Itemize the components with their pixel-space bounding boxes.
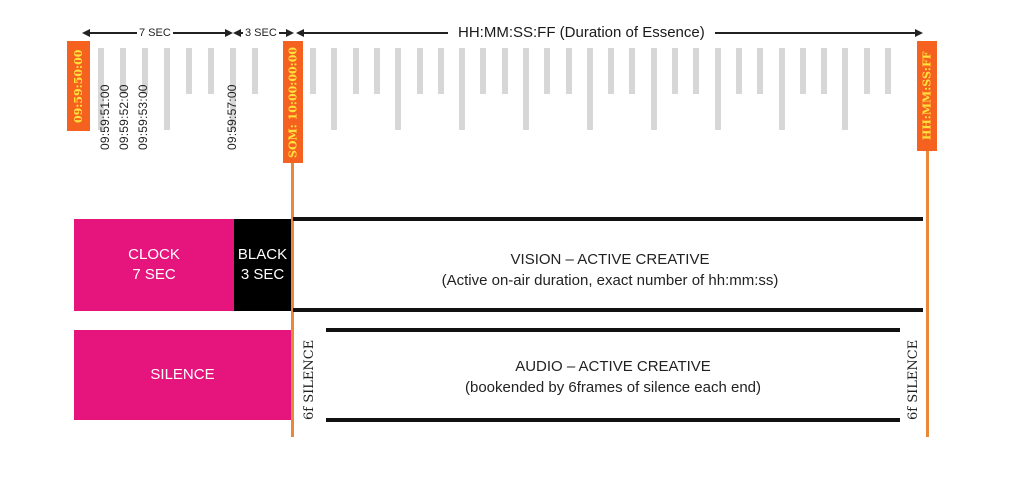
timecode-label: 09:59:57:00 [225, 84, 239, 150]
tick-mark [800, 48, 806, 94]
timecode-label: 09:59:51:00 [98, 84, 112, 150]
tick-mark [208, 48, 214, 94]
tick-mark [885, 48, 891, 94]
vision-bottom-bar [293, 308, 923, 312]
seven-sec-label: 7 SEC [137, 27, 173, 39]
silence-right-label: 6f SILENCE [906, 339, 921, 420]
silence-block: SILENCE [74, 330, 291, 420]
timecode-label: 09:59:52:00 [117, 84, 131, 150]
tick-mark [310, 48, 316, 94]
duration-label: HH:MM:SS:FF (Duration of Essence) [448, 25, 715, 41]
tick-mark [608, 48, 614, 94]
tick-mark [353, 48, 359, 94]
tick-mark [331, 48, 337, 130]
tick-mark [715, 48, 721, 130]
tick-mark [438, 48, 444, 94]
tick-mark [566, 48, 572, 94]
vision-text: VISION – ACTIVE CREATIVE (Active on-air … [300, 249, 920, 291]
tick-mark [502, 48, 508, 94]
arrow-left-head [82, 29, 90, 37]
audio-bottom-bar [326, 418, 900, 422]
audio-text: AUDIO – ACTIVE CREATIVE (bookended by 6f… [326, 356, 900, 398]
end-marker-line [926, 151, 929, 437]
tick-mark [417, 48, 423, 94]
tick-mark [120, 48, 126, 94]
tick-mark [395, 48, 401, 130]
tick-mark [186, 48, 192, 94]
tick-mark [480, 48, 486, 94]
audio-top-bar [326, 328, 900, 332]
black-block: BLACK 3 SEC [234, 219, 291, 311]
audio-title: AUDIO – ACTIVE CREATIVE [515, 358, 711, 375]
arrow-right-head [286, 29, 294, 37]
som-timecode-tag: SOM: 10:00:00:00 [283, 41, 303, 163]
audio-subtitle: (bookended by 6frames of silence each en… [464, 379, 761, 396]
tick-mark [842, 48, 848, 130]
start-timecode-tag: 09:59:50:00 [67, 41, 90, 131]
tick-mark [98, 48, 104, 130]
tick-mark [252, 48, 258, 94]
arrow-left-head [296, 29, 304, 37]
tick-mark [587, 48, 593, 130]
end-timecode-tag: HH:MM:SS:FF [917, 41, 937, 151]
arrow-right-head [915, 29, 923, 37]
tick-mark [523, 48, 529, 130]
tick-mark [651, 48, 657, 130]
clock-block: CLOCK 7 SEC [74, 219, 234, 311]
silence-left-label: 6f SILENCE [302, 339, 317, 420]
vision-title: VISION – ACTIVE CREATIVE [510, 251, 710, 268]
tick-mark [779, 48, 785, 130]
tick-mark [142, 48, 148, 94]
tick-mark [164, 48, 170, 130]
tick-mark [757, 48, 763, 94]
tick-mark [864, 48, 870, 94]
arrow-right-head [225, 29, 233, 37]
vision-subtitle: (Active on-air duration, exact number of… [441, 272, 779, 289]
tick-mark [736, 48, 742, 94]
three-sec-label: 3 SEC [243, 27, 279, 39]
som-marker-line [291, 163, 294, 437]
tick-mark [672, 48, 678, 94]
tick-mark [693, 48, 699, 94]
vision-top-bar [293, 217, 923, 221]
tick-mark [629, 48, 635, 94]
tick-mark [459, 48, 465, 130]
tick-mark [821, 48, 827, 94]
tick-mark [230, 48, 236, 130]
tick-mark [544, 48, 550, 94]
timecode-label: 09:59:53:00 [136, 84, 150, 150]
tick-mark [374, 48, 380, 94]
arrow-left-head [233, 29, 241, 37]
